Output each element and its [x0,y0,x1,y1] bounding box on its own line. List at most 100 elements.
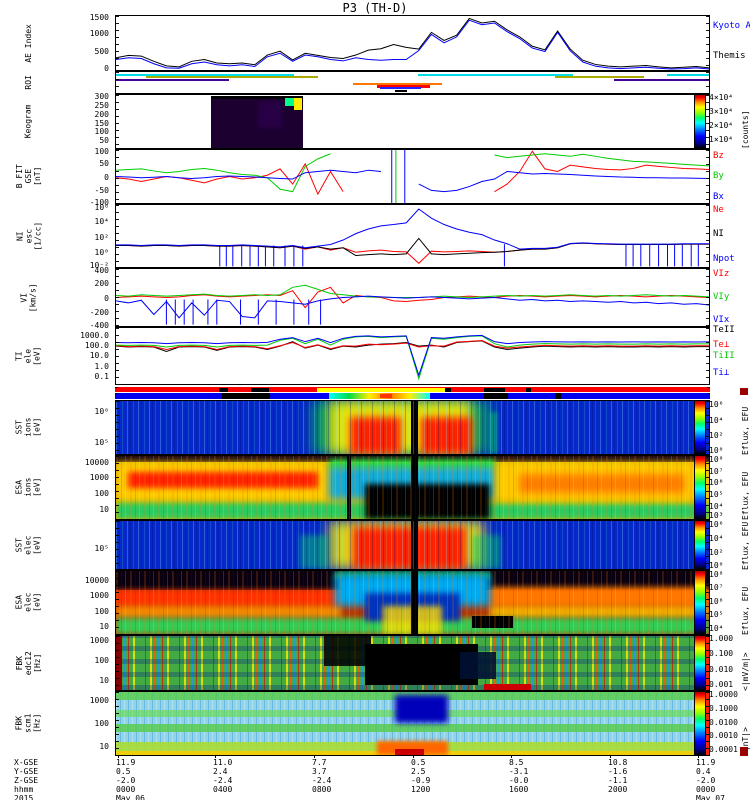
yticks-temperature: 1000.0 100.0 10.0 1.0 0.1 [56,327,112,385]
spectrogram-feature [410,571,419,634]
colorbar-tick-label: 2×10⁴ [709,120,734,130]
colorbar-unit-label: Eflux, EFU [741,521,750,570]
spectrogram-feature [519,473,686,493]
bottom-axis: X-GSE Y-GSE Z-GSE hhmm 2015 11.9 0.5 -2.0 0000 Ma… [0,755,750,800]
x-tick-mark [118,755,119,758]
y-tick-label: 250 [94,101,109,110]
axis-date-label: May 06 [116,794,145,800]
sst-elec-colorbar [694,520,706,570]
y-tick-label: 0 [104,64,109,74]
y-tick-label: 10.0 [89,351,109,361]
spectrogram-feature [459,652,496,680]
y-tick-label: 0 [104,293,109,303]
y-tick-label: 100 [94,606,109,616]
legend-density: Ne NI Npot [713,204,750,268]
interval-bar [554,76,644,79]
axis-tick-value: -2.0 [696,776,716,785]
ae-index-panel [115,15,710,71]
ylabel-esa-elec: ESA elec [eV] [14,592,42,613]
y-tick-label: 10000 [84,457,109,467]
y-tick-label: 10000 [84,576,109,586]
axis-tick-value: 1200 [411,785,431,794]
colorbar-tick-label: 10⁸ [709,454,724,464]
colorbar-tick-label: 1.000 [709,634,734,644]
velocity-panel [115,268,710,327]
y-tick-label: 10⁶ [94,407,109,416]
ylabel-density: NI esc [1/cc] [14,221,42,251]
interval-bar [483,387,505,392]
yticks-esa-elec: 10000 1000 100 10 [56,570,112,635]
legend-velocity: VIz VIy VIx [713,268,750,327]
y-tick-label: -200 [89,307,109,317]
legend-label: Te⊥ [713,340,730,351]
y-tick-label: 400 [94,265,109,275]
axis-tick-value: 2.4 [213,767,228,776]
cbar-labels-esa-elec: 10⁸ 10⁷ 10⁶ 10⁵ 10⁴ Eflux, EFU [709,570,750,635]
interval-bar [379,87,422,90]
colorbar-tick-label: 0.0010 [709,731,738,741]
legend-ae: Kyoto AE Themis AE [713,15,750,71]
temperature-panel [115,327,710,385]
ylabel-bfield: B FIT GSE [nT] [14,164,42,189]
y-tick-label: 200 [94,279,109,289]
y-tick-label: 10 [99,741,109,751]
spectrogram-feature [299,535,330,569]
colorbar-unit-label: Eflux, EFU [741,586,750,635]
axis-tick-value: 11.0 [213,758,233,767]
legend-label: Bz [713,150,724,161]
ylabel-fbk-bfield: FBK scm1 [Hz] [14,713,42,734]
legend-label: TiII [713,350,735,361]
legend-label: Npot [713,253,735,264]
interval-bar [329,393,431,399]
legend-label: TeII [713,325,735,336]
interval-bar [525,387,532,392]
legend-label: Kyoto AE [713,21,750,32]
y-tick-label: 10 [99,676,109,686]
colorbar-tick-label: 10⁷ [709,582,724,592]
yticks-ae: 1500 1000 500 0 [56,13,112,74]
page-title: P3 (TH-D) [342,1,408,15]
axis-tick-value: 1600 [509,785,529,794]
axis-tick-value: -1.6 [608,767,628,776]
cbar-labels-keogram: 4×10⁴ 3×10⁴ 2×10⁴ 1×10⁴ [counts] [709,93,750,149]
colorbar-cap [740,747,748,756]
keogram-panel [115,94,710,149]
axis-tick-value: -1.1 [608,776,628,785]
esa-ions-colorbar [694,455,706,520]
y-tick-label: 100 [94,656,109,666]
colorbar-cap [740,388,748,395]
ylabel-temperature: TI ele [eV] [14,346,42,366]
colorbar-unit-label: Eflux, EFU [741,471,750,520]
x-tick-mark [413,755,414,758]
y-tick-label: 0 [104,172,109,182]
y-tick-label: 300 [94,92,109,102]
interval-bar [250,387,269,392]
ylabel-roi: ROI [23,75,33,90]
legend-label: VIx [713,314,730,325]
colorbar-unit-label: <|mV/m|> [741,652,750,691]
y-tick-label: 10² [94,232,109,242]
yticks-fbk-bfield: 1000 100 10 [56,691,112,756]
ylabel-velocity: VI [km/s] [19,283,37,312]
fbk-efield-colorbar [694,635,706,691]
spectrogram-feature [489,605,709,619]
colorbar-tick-label: 10⁵ [709,490,724,499]
spectrogram-feature [116,636,122,690]
y-tick-label: 1000 [89,591,109,601]
spectrogram-feature [410,401,419,454]
legend-label: Ti⊥ [713,368,730,379]
spectrogram-feature [210,98,303,148]
esa-elec-colorbar [694,570,706,635]
roi-panel [115,71,710,94]
legend-label: Ne [713,205,724,216]
yticks-fbk-efield: 1000 100 10 [56,635,112,691]
x-tick-mark [698,755,699,758]
line-plot [116,16,709,70]
y-tick-label: 10⁰ [94,248,109,257]
axis-tick-value: 3.7 [312,767,327,776]
legend-temperature: TeII Te⊥ TiII Ti⊥ [713,325,750,385]
axis-tick-value: 0000 [116,785,136,794]
y-tick-label: 10⁵ [94,544,109,553]
y-tick-label: 10⁵ [94,438,109,448]
sst-elec-spectrogram [115,520,710,570]
